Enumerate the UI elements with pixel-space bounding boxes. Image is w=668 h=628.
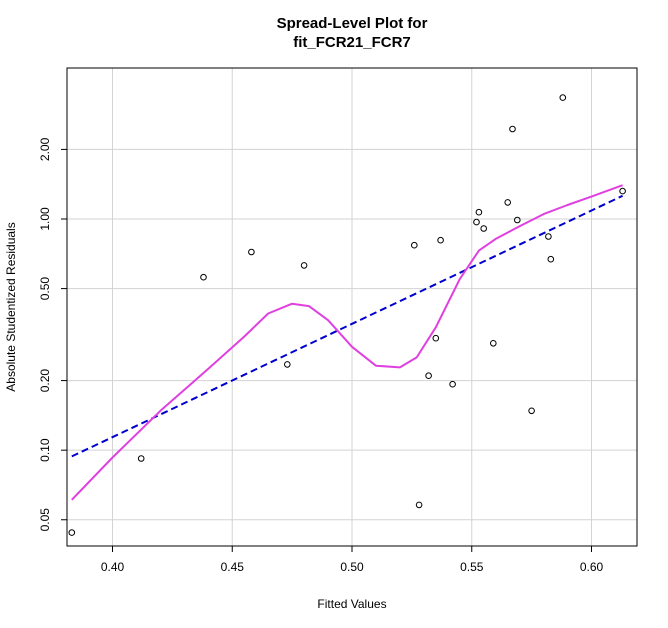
data-point — [415, 501, 423, 509]
chart-title-line2: fit_FCR21_FCR7 — [293, 34, 411, 51]
points-layer — [68, 94, 626, 536]
data-point — [509, 125, 516, 133]
chart-title-line1: Spread-Level Plot for — [277, 15, 428, 32]
data-point — [490, 340, 497, 347]
data-point — [449, 380, 456, 388]
data-point — [300, 262, 308, 269]
fit-line — [71, 194, 624, 458]
data-point — [475, 208, 483, 216]
x-axis-label: Fitted Values — [317, 597, 386, 611]
x-tick-label: 0.40 — [101, 560, 125, 574]
data-point — [619, 187, 626, 195]
y-axis: 0.05 0.10 0.20 0.50 1.00 2.00 — [38, 137, 67, 531]
y-tick-label: 2.00 — [38, 137, 52, 161]
data-point — [480, 225, 488, 232]
data-point — [432, 334, 440, 342]
data-point — [425, 372, 432, 380]
x-tick-label: 0.60 — [580, 560, 604, 574]
data-point — [514, 216, 521, 224]
smooth-line — [71, 184, 623, 501]
x-tick-label: 0.55 — [460, 560, 484, 574]
data-point — [504, 199, 512, 206]
x-tick-label: 0.45 — [221, 560, 245, 574]
data-point — [437, 236, 444, 244]
data-point — [547, 255, 555, 263]
grid — [67, 68, 637, 546]
data-point — [68, 529, 76, 536]
y-tick-label: 0.05 — [38, 508, 52, 532]
data-point — [559, 94, 567, 101]
data-point — [411, 241, 418, 249]
y-tick-label: 1.00 — [38, 207, 52, 231]
x-tick-label: 0.50 — [340, 560, 364, 574]
data-point — [137, 455, 145, 462]
smooth-line-layer — [71, 184, 623, 501]
data-point — [473, 218, 480, 226]
data-point — [248, 248, 255, 256]
data-point — [545, 233, 552, 240]
fit-line-layer — [71, 194, 624, 458]
y-tick-label: 0.10 — [38, 438, 52, 462]
data-point — [528, 407, 535, 415]
data-point — [200, 273, 207, 281]
y-tick-label: 0.50 — [38, 277, 52, 301]
y-tick-label: 0.20 — [38, 369, 52, 393]
x-axis: 0.40 0.45 0.50 0.55 0.60 — [101, 546, 604, 574]
data-point — [284, 361, 291, 368]
y-axis-label: Absolute Studentized Residuals — [4, 222, 18, 391]
